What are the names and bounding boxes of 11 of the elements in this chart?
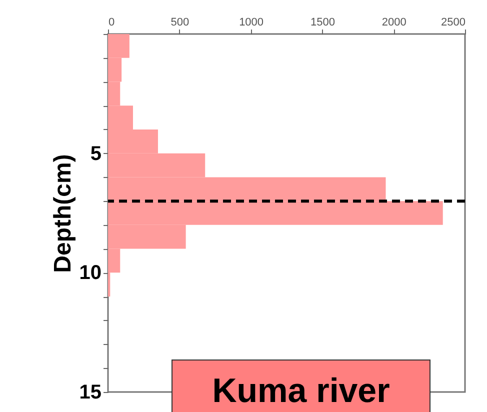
y-tick-label: 10 [79, 262, 102, 284]
x-tick-label: 1500 [310, 16, 335, 28]
x-tick-label: 0 [108, 16, 115, 28]
y-axis-title: Depth(cm) [49, 154, 76, 273]
x-tick-label: 2000 [382, 16, 406, 28]
x-tick-label: 500 [170, 16, 190, 28]
y-tick-label: 5 [90, 142, 102, 165]
x-tick-label: 2500 [441, 16, 466, 28]
annotation: Kuma river [212, 372, 390, 410]
y-tick-label: 15 [79, 382, 102, 404]
x-tick-label: 1000 [239, 16, 264, 28]
